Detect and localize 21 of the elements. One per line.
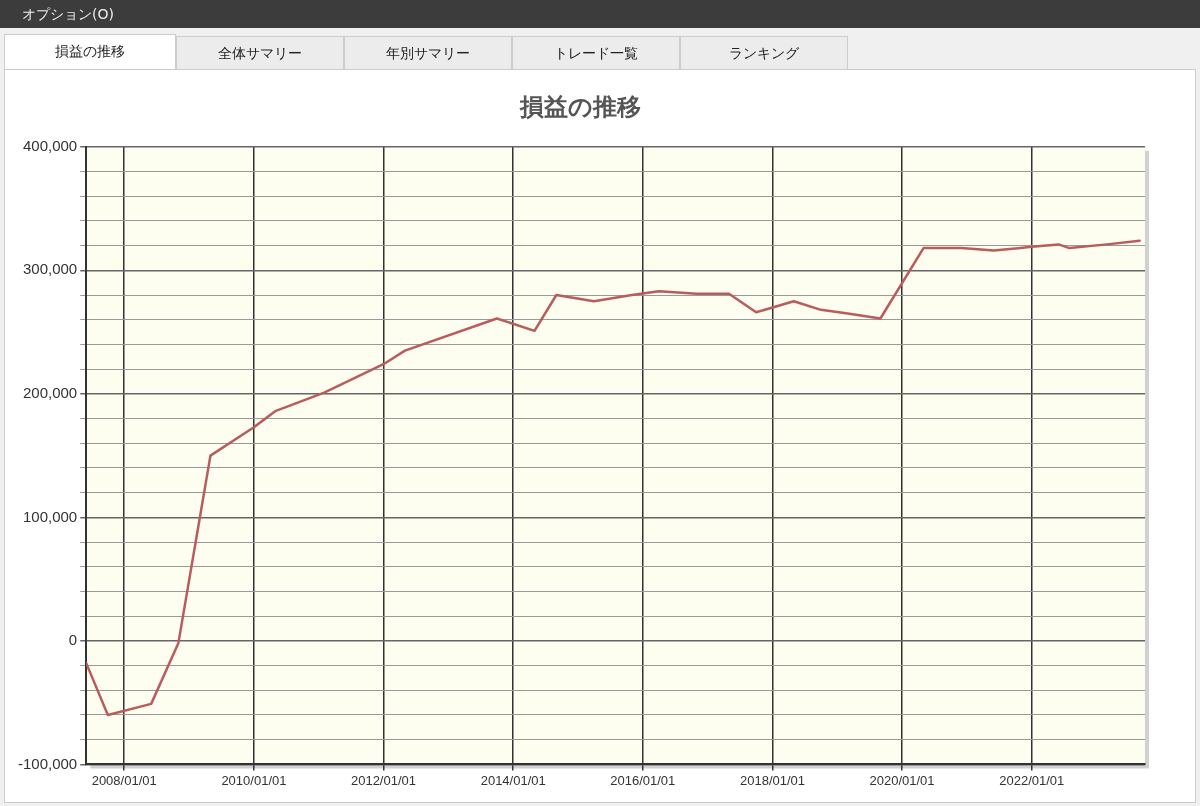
y-tick-label: -100,000 xyxy=(18,754,78,772)
y-tick-label: 0 xyxy=(68,631,78,649)
x-tick-label: 2022/01/01 xyxy=(999,772,1065,788)
text: 全体サマリー xyxy=(176,36,344,69)
y-tick-label: 200,000 xyxy=(22,383,78,401)
text: オプション(O) xyxy=(22,6,114,22)
x-tick-label: 2010/01/01 xyxy=(221,772,287,788)
x-tick-label: 2018/01/01 xyxy=(739,772,806,788)
x-tick-label: 2008/01/01 xyxy=(91,772,157,788)
x-tick-label: 2020/01/01 xyxy=(869,772,935,788)
y-tick-label: 100,000 xyxy=(22,507,78,525)
chart-title: 損益の推移 xyxy=(518,92,641,121)
text: 年別サマリー xyxy=(344,36,512,69)
y-tick-label: 400,000 xyxy=(22,136,78,154)
y-tick-label: 300,000 xyxy=(22,260,78,278)
x-tick-label: 2012/01/01 xyxy=(350,772,417,788)
text: ランキング xyxy=(680,36,848,69)
text: トレード一覧 xyxy=(512,36,680,69)
text: 損益の推移 xyxy=(4,34,176,71)
x-tick-label: 2016/01/01 xyxy=(610,772,676,788)
x-tick-label: 2014/01/01 xyxy=(480,772,546,788)
